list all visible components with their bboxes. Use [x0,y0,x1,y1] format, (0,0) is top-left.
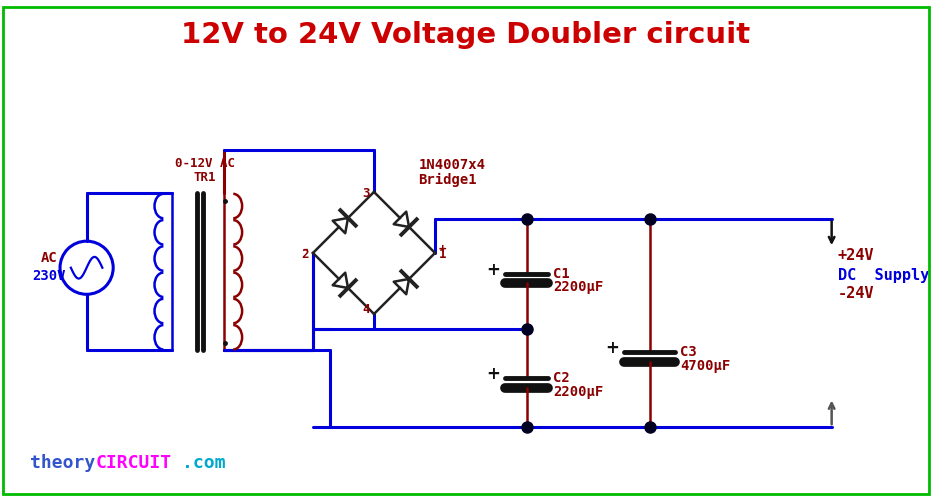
Text: 2: 2 [301,248,309,261]
Text: theory: theory [29,453,95,471]
Text: C3: C3 [680,345,697,359]
Text: -24V: -24V [837,286,874,301]
Text: 12V to 24V Voltage Doubler circuit: 12V to 24V Voltage Doubler circuit [182,22,751,50]
Text: 2200μF: 2200μF [553,281,603,295]
Text: 2200μF: 2200μF [553,385,603,399]
Text: +24V: +24V [837,248,874,264]
Text: -: - [301,243,309,256]
Text: 0-12V AC: 0-12V AC [174,157,235,170]
Text: TR1: TR1 [193,171,216,184]
Text: DC  Supply: DC Supply [837,268,929,283]
Text: +: + [605,340,619,357]
Text: 230V: 230V [32,269,66,283]
Text: C1: C1 [553,267,570,281]
Text: 3: 3 [363,187,370,200]
Text: +: + [486,365,500,383]
Text: Bridge1: Bridge1 [419,173,477,187]
Text: +: + [486,261,500,279]
Text: 1N4007x4: 1N4007x4 [419,158,485,172]
Text: .com: .com [182,453,225,471]
Text: 4700μF: 4700μF [680,359,730,373]
Text: 4: 4 [363,303,370,316]
Text: 1: 1 [439,248,446,261]
Text: AC: AC [41,251,58,265]
Text: +: + [439,243,446,256]
Text: CIRCUIT: CIRCUIT [96,453,171,471]
Text: C2: C2 [553,371,570,385]
